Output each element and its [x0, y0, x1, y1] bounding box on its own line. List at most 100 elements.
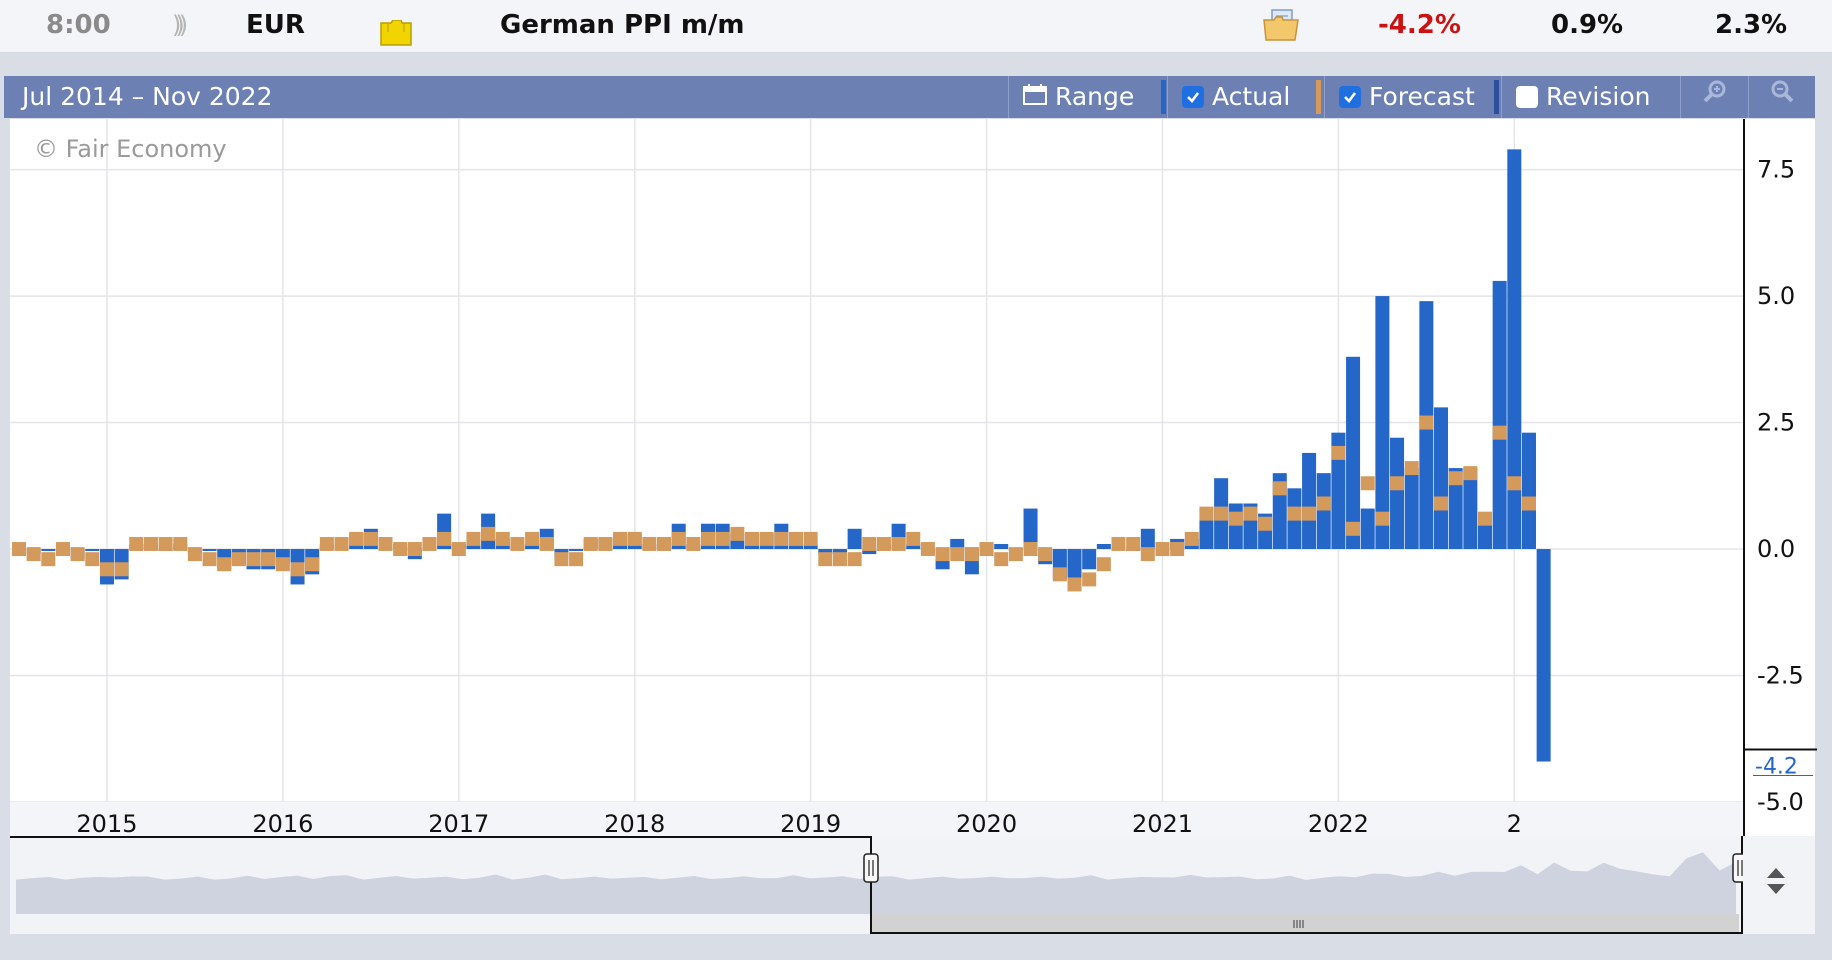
- forecast-marker: [950, 547, 965, 562]
- actual-bar: [1316, 473, 1331, 550]
- event-row[interactable]: 8:00 ))) EUR German PPI m/m -4.2% 0.9% 2…: [0, 0, 1832, 53]
- forecast-marker: [876, 536, 891, 551]
- forecast-marker: [378, 536, 393, 551]
- navigator-area: [16, 852, 1736, 914]
- actual-label: Actual: [1212, 82, 1291, 111]
- forecast-marker: [393, 542, 408, 557]
- x-tick-label: 2: [1507, 810, 1522, 838]
- forecast-marker: [1258, 516, 1273, 531]
- forecast-marker: [832, 552, 847, 567]
- forecast-marker: [1346, 521, 1361, 536]
- forecast-marker: [290, 562, 305, 577]
- forecast-marker: [305, 557, 320, 572]
- forecast-marker: [1302, 506, 1317, 521]
- forecast-marker: [657, 536, 672, 551]
- actual-bar: [1082, 549, 1097, 570]
- forecast-marker: [1008, 547, 1023, 562]
- zoom-in-button[interactable]: [1680, 76, 1748, 118]
- forecast-marker: [70, 547, 85, 562]
- x-tick-label: 2019: [780, 810, 841, 838]
- forecast-marker: [1096, 557, 1111, 572]
- actual-checkbox[interactable]: [1182, 86, 1204, 108]
- forecast-toggle[interactable]: Forecast: [1324, 76, 1499, 118]
- forecast-marker: [906, 531, 921, 546]
- actual-bar: [1228, 503, 1243, 550]
- forecast-marker: [935, 547, 950, 562]
- actual-bar: [1346, 356, 1361, 550]
- actual-bar: [41, 549, 56, 552]
- forecast-marker: [1507, 476, 1522, 491]
- actual-bar: [994, 543, 1009, 550]
- forecast-marker: [979, 542, 994, 557]
- y-tick-label: 7.5: [1757, 156, 1795, 184]
- event-actual: -4.2%: [1378, 10, 1461, 40]
- forecast-marker: [554, 552, 569, 567]
- forecast-marker: [642, 536, 657, 551]
- actual-color-marker: [1161, 80, 1166, 114]
- y-tick-label: 0.0: [1757, 535, 1795, 563]
- forecast-marker: [129, 536, 144, 551]
- actual-bar: [85, 549, 100, 552]
- forecast-marker: [114, 562, 129, 577]
- x-tick-label: 2015: [76, 810, 137, 838]
- range-navigator[interactable]: [10, 836, 1743, 934]
- copyright-label: © Fair Economy: [34, 135, 227, 163]
- actual-bar: [862, 549, 877, 555]
- forecast-marker: [1111, 536, 1126, 551]
- forecast-marker: [1155, 542, 1170, 557]
- forecast-checkbox[interactable]: [1339, 86, 1361, 108]
- updown-arrows-icon[interactable]: [1765, 866, 1787, 900]
- detail-folder-icon[interactable]: [1262, 8, 1300, 42]
- navigator-right-border: [1741, 836, 1743, 934]
- forecast-marker: [1390, 476, 1405, 491]
- range-button[interactable]: Range: [1008, 76, 1166, 118]
- actual-bar: [1375, 296, 1390, 550]
- forecast-marker: [422, 536, 437, 551]
- actual-toggle[interactable]: Actual: [1167, 76, 1323, 118]
- forecast-marker: [41, 552, 56, 567]
- x-tick-label: 2020: [956, 810, 1017, 838]
- zoom-out-button[interactable]: [1748, 76, 1815, 118]
- forecast-marker: [1082, 572, 1097, 587]
- actual-bar: [906, 543, 921, 550]
- actual-bar: [1536, 549, 1551, 762]
- forecast-marker: [1448, 471, 1463, 486]
- chart-toolbar: Jul 2014 – Nov 2022 Range Actual: [4, 76, 1815, 118]
- forecast-marker: [1360, 476, 1375, 491]
- forecast-marker: [143, 536, 158, 551]
- revision-checkbox[interactable]: [1516, 86, 1538, 108]
- plot-area[interactable]: © Fair Economy: [10, 119, 1743, 802]
- forecast-marker: [481, 526, 496, 541]
- navigator-left-handle[interactable]: [863, 853, 879, 883]
- range-label: Range: [1055, 82, 1135, 111]
- actual-bar: [1448, 468, 1463, 550]
- forecast-marker: [788, 531, 803, 546]
- forecast-marker: [1521, 496, 1536, 511]
- forecast-marker: [745, 531, 759, 546]
- forecast-marker: [774, 531, 789, 546]
- forecast-marker: [1170, 542, 1185, 557]
- revision-label: Revision: [1546, 82, 1651, 111]
- actual-bar: [1331, 432, 1346, 550]
- actual-bar: [803, 543, 818, 550]
- revision-toggle[interactable]: Revision: [1501, 76, 1676, 118]
- forecast-marker: [246, 552, 261, 567]
- actual-bar: [1067, 549, 1082, 585]
- forecast-marker: [1184, 531, 1199, 546]
- forecast-marker: [598, 536, 613, 551]
- x-tick-label: 2017: [428, 810, 489, 838]
- forecast-marker: [349, 531, 364, 546]
- sound-icon[interactable]: ))): [172, 11, 188, 39]
- forecast-marker: [730, 526, 745, 541]
- forecast-marker: [613, 531, 628, 546]
- actual-bar: [1390, 437, 1405, 550]
- impact-folder-icon[interactable]: [380, 13, 412, 46]
- zoom-out-icon: [1769, 76, 1795, 118]
- chart-panel: Jul 2014 – Nov 2022 Range Actual: [4, 76, 1817, 944]
- actual-bar: [1360, 508, 1375, 550]
- forecast-marker: [627, 531, 642, 546]
- forecast-marker: [55, 542, 70, 557]
- event-previous: 2.3%: [1715, 10, 1788, 40]
- actual-bar: [1434, 407, 1449, 550]
- forecast-marker: [1492, 425, 1507, 440]
